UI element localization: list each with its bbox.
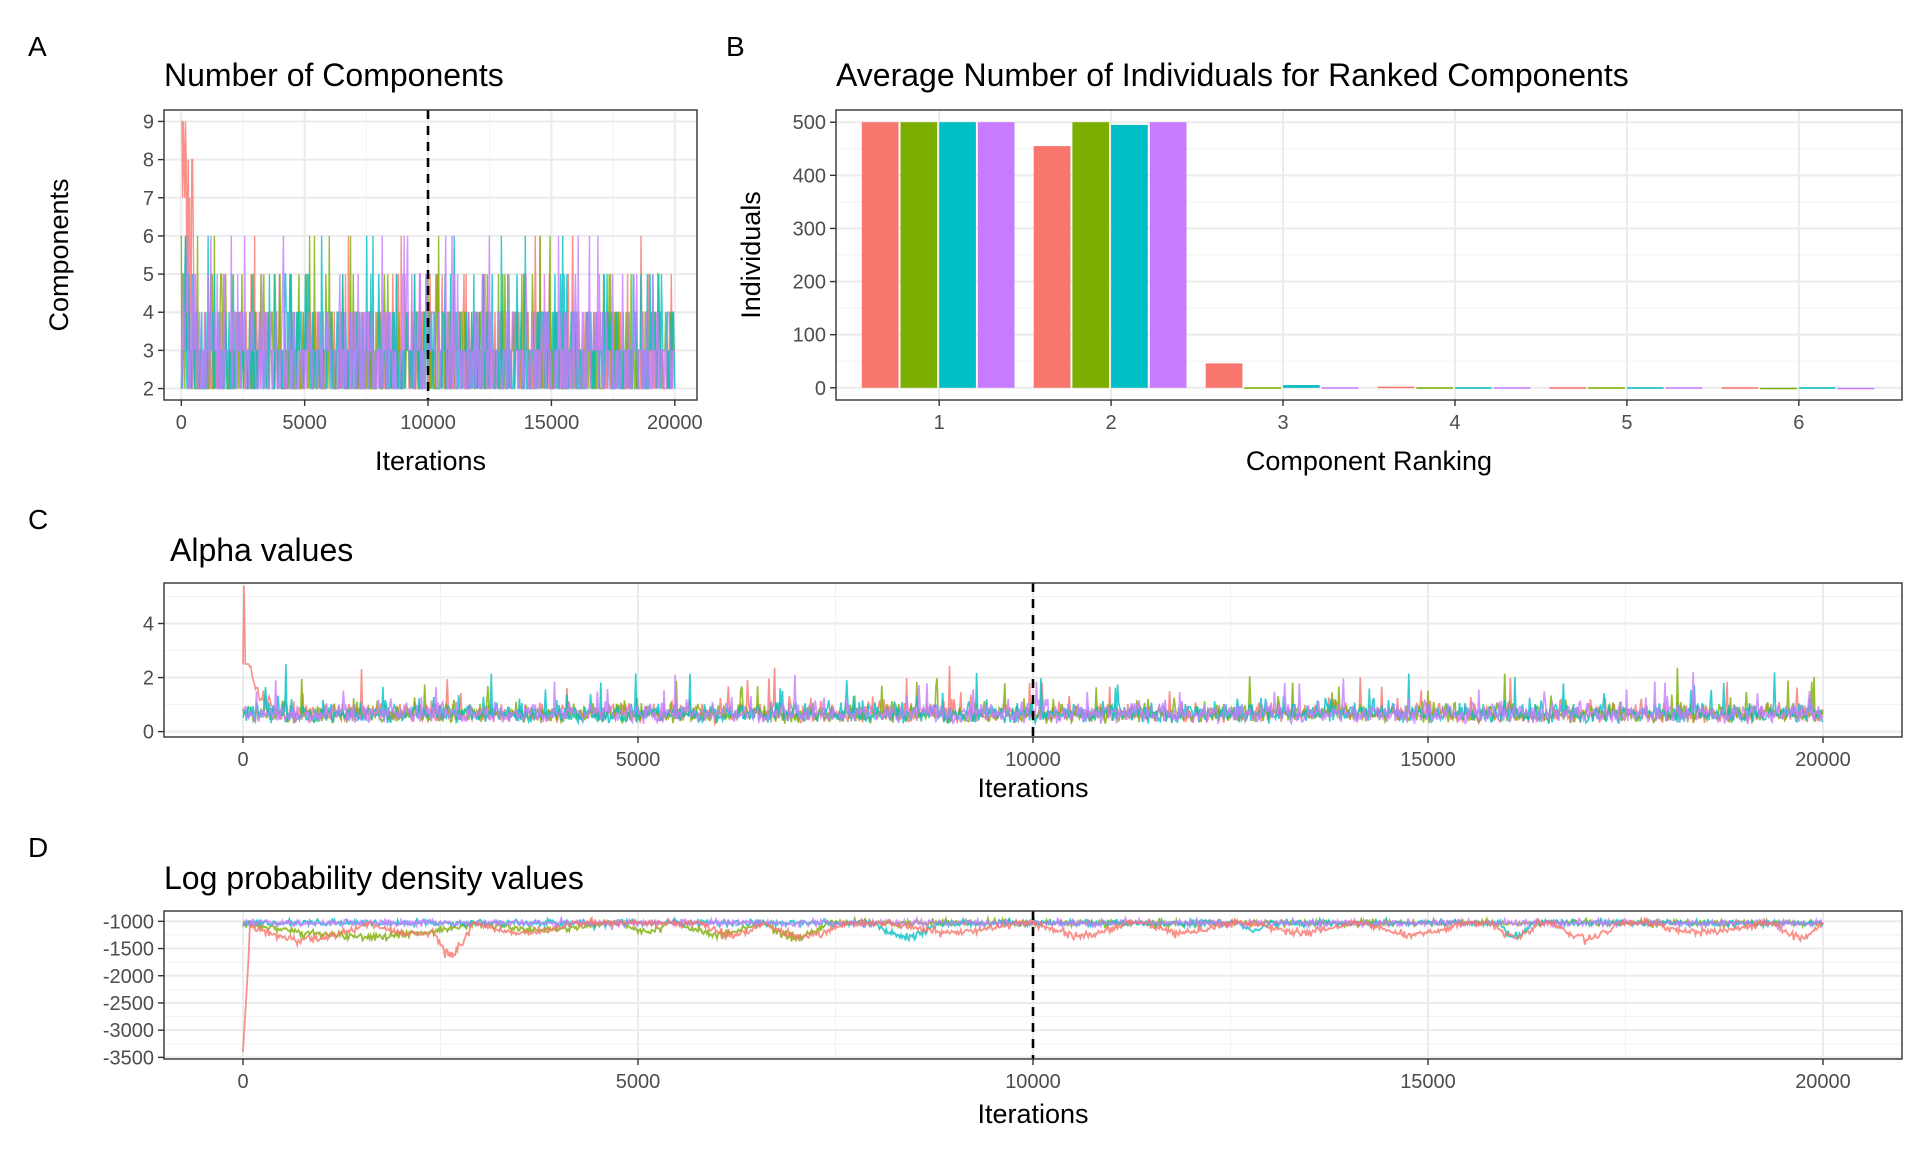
y-tick-label: -2500 (103, 993, 154, 1015)
x-tick-label: 5000 (282, 412, 327, 434)
bar-rank-5-series-1 (1549, 387, 1587, 389)
y-tick-label: -3500 (103, 1047, 154, 1069)
y-tick-label: 100 (793, 325, 826, 347)
x-tick-label: 3 (1277, 412, 1288, 434)
y-tick-label: 4 (143, 302, 154, 324)
y-tick-label: 5 (143, 264, 154, 286)
bar-rank-2-series-4 (1149, 122, 1187, 388)
bar-rank-6-series-1 (1721, 387, 1759, 389)
y-tick-label: 300 (793, 218, 826, 240)
bar-rank-6-series-2 (1760, 387, 1797, 390)
x-tick-label: 1 (934, 412, 945, 434)
bar-rank-5-series-4 (1665, 387, 1703, 389)
plot-frame (163, 910, 1903, 1060)
chart-title: Log probability density values (164, 860, 584, 896)
x-tick-label: 2 (1106, 412, 1117, 434)
bar-rank-3-series-1 (1205, 363, 1243, 388)
y-axis-label: Components (44, 178, 74, 331)
x-axis-label: Iterations (375, 446, 486, 476)
bar-rank-4-series-3 (1455, 387, 1492, 389)
y-tick-label: -1500 (103, 939, 154, 961)
y-tick-label: 200 (793, 272, 826, 294)
plot-frame (163, 109, 698, 401)
y-tick-label: 500 (793, 112, 826, 134)
chart-a-number-of-components: 2 3 4 5 6 7 8 9 0 5000 10000 15000 20000 Number of Co… (44, 57, 703, 476)
x-tick-label: 10000 (1005, 1071, 1061, 1093)
x-tick-label: 5000 (616, 749, 661, 771)
y-axis-label: Individuals (736, 191, 766, 319)
plot-frame (163, 582, 1903, 738)
chart-c-alpha-values: 0 2 4 0 5000 10000 15000 20000 Alpha values Itera… (143, 532, 1903, 803)
x-tick-label: 20000 (1795, 749, 1851, 771)
bar-rank-3-series-3 (1283, 385, 1320, 388)
bar-rank-3-series-4 (1321, 387, 1359, 389)
series-1-trace (242, 916, 1824, 1052)
panel-letter-a: A (28, 31, 47, 62)
bar-rank-2-series-3 (1111, 124, 1148, 388)
x-axis-label: Iterations (977, 1099, 1088, 1129)
y-tick-label: 7 (143, 188, 154, 210)
plot-frame (835, 109, 1903, 401)
panel-letter-b: B (726, 31, 745, 62)
panel-letter-c: C (28, 504, 48, 535)
chart-d-log-probability-density: -1000 -1500 -2000 -2500 -3000 -3500 0 5000 10000… (103, 860, 1903, 1129)
y-tick-label: 6 (143, 226, 154, 248)
x-tick-label: 0 (176, 412, 187, 434)
chart-title: Alpha values (170, 532, 353, 568)
bar-rank-6-series-4 (1837, 387, 1875, 390)
x-tick-label: 20000 (647, 412, 703, 434)
x-axis-label: Iterations (977, 773, 1088, 803)
y-tick-label: 0 (143, 722, 154, 744)
x-tick-label: 5 (1621, 412, 1632, 434)
bar-rank-1-series-4 (977, 122, 1015, 388)
y-tick-label: 9 (143, 111, 154, 133)
y-tick-label: 0 (815, 378, 826, 400)
x-tick-label: 10000 (400, 412, 456, 434)
bar-rank-5-series-3 (1626, 387, 1664, 389)
bar-rank-2-series-2 (1072, 122, 1110, 388)
x-axis-label: Component Ranking (1246, 446, 1492, 476)
bar-rank-6-series-3 (1798, 387, 1836, 389)
x-tick-label: 10000 (1005, 749, 1061, 771)
x-tick-label: 5000 (616, 1071, 661, 1093)
x-tick-label: 4 (1449, 412, 1460, 434)
chart-b-ranked-components: 0 100 200 300 400 500 1 2 3 4 5 6 Average Number of … (736, 57, 1903, 476)
y-tick-label: 2 (143, 668, 154, 690)
x-tick-label: 20000 (1795, 1071, 1851, 1093)
bar-rank-4-series-1 (1377, 386, 1415, 389)
chart-title: Average Number of Individuals for Ranked… (836, 57, 1629, 93)
bar-rank-4-series-2 (1416, 387, 1453, 389)
bar-rank-2-series-1 (1033, 146, 1071, 388)
y-tick-label: -1000 (103, 911, 154, 933)
x-tick-label: 6 (1793, 412, 1804, 434)
y-tick-label: 2 (143, 379, 154, 401)
series-4-trace (242, 672, 1824, 726)
x-tick-label: 0 (237, 1071, 248, 1093)
y-tick-label: 4 (143, 614, 154, 636)
bar-rank-4-series-4 (1493, 387, 1531, 389)
x-tick-label: 15000 (1400, 1071, 1456, 1093)
bar-rank-1-series-2 (900, 122, 938, 388)
x-tick-label: 0 (237, 749, 248, 771)
y-tick-label: 3 (143, 340, 154, 362)
x-tick-label: 15000 (524, 412, 580, 434)
bar-rank-5-series-2 (1588, 387, 1625, 389)
bar-rank-1-series-1 (861, 122, 899, 388)
y-tick-label: 8 (143, 150, 154, 172)
y-tick-label: -3000 (103, 1020, 154, 1042)
x-tick-label: 15000 (1400, 749, 1456, 771)
bar-rank-3-series-2 (1244, 387, 1281, 389)
panel-letter-d: D (28, 832, 48, 863)
y-tick-label: -2000 (103, 966, 154, 988)
bar-rank-1-series-3 (939, 122, 976, 388)
chart-title: Number of Components (164, 57, 504, 93)
y-tick-label: 400 (793, 165, 826, 187)
